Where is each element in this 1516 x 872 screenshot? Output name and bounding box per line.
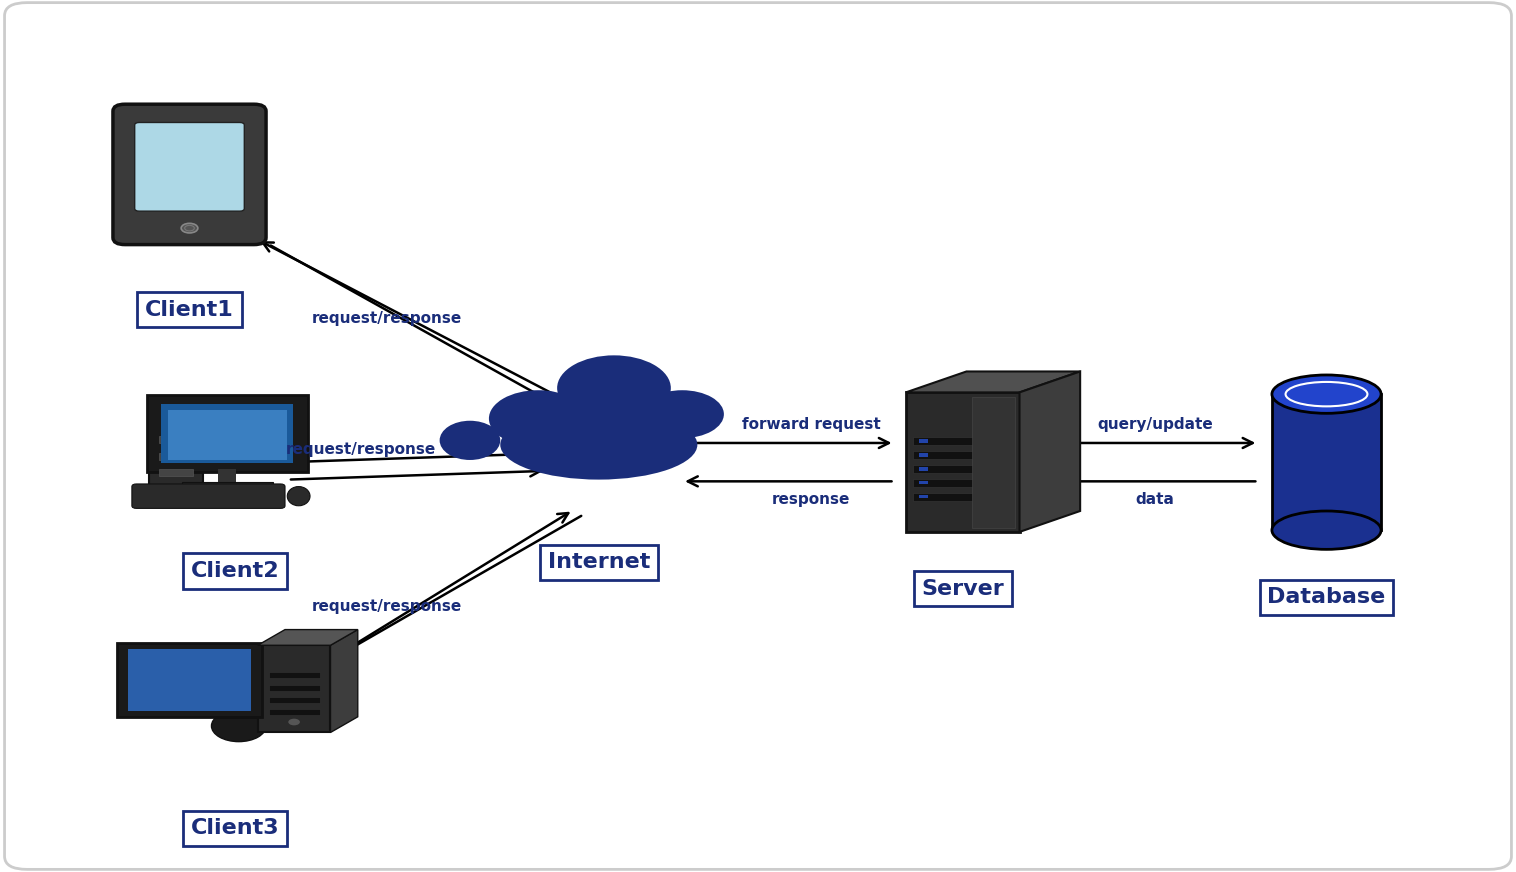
Ellipse shape bbox=[1272, 511, 1381, 549]
Polygon shape bbox=[258, 645, 330, 732]
Ellipse shape bbox=[500, 410, 697, 480]
Text: request/response: request/response bbox=[311, 598, 462, 614]
Text: Database: Database bbox=[1267, 588, 1386, 607]
FancyBboxPatch shape bbox=[149, 405, 203, 501]
Bar bbox=[182, 482, 273, 491]
FancyBboxPatch shape bbox=[147, 395, 308, 472]
Ellipse shape bbox=[558, 356, 670, 420]
Ellipse shape bbox=[1272, 375, 1381, 413]
Bar bbox=[1272, 394, 1381, 530]
Text: query/update: query/update bbox=[1098, 417, 1213, 433]
FancyBboxPatch shape bbox=[112, 104, 267, 244]
Bar bbox=[913, 479, 973, 487]
Bar bbox=[218, 469, 236, 485]
Circle shape bbox=[288, 719, 300, 726]
Bar bbox=[919, 467, 928, 471]
Bar bbox=[913, 437, 973, 446]
Circle shape bbox=[180, 223, 199, 233]
Bar bbox=[919, 481, 928, 485]
Bar bbox=[919, 439, 928, 443]
FancyBboxPatch shape bbox=[5, 3, 1511, 869]
Text: Client1: Client1 bbox=[146, 300, 233, 319]
Bar bbox=[159, 469, 193, 476]
Polygon shape bbox=[127, 649, 250, 712]
Polygon shape bbox=[258, 630, 358, 645]
Text: data: data bbox=[1135, 492, 1175, 508]
Ellipse shape bbox=[440, 421, 500, 460]
Bar bbox=[913, 493, 973, 501]
Polygon shape bbox=[907, 371, 1079, 392]
Circle shape bbox=[170, 413, 182, 420]
Polygon shape bbox=[907, 392, 1019, 532]
Bar bbox=[913, 465, 973, 473]
Bar bbox=[913, 451, 973, 460]
Text: request/response: request/response bbox=[311, 310, 462, 326]
FancyBboxPatch shape bbox=[161, 404, 294, 463]
Polygon shape bbox=[330, 630, 358, 732]
Circle shape bbox=[211, 710, 265, 741]
Bar bbox=[159, 436, 193, 443]
Bar bbox=[268, 685, 320, 691]
FancyBboxPatch shape bbox=[168, 410, 287, 460]
FancyBboxPatch shape bbox=[135, 122, 244, 211]
Text: Client3: Client3 bbox=[191, 819, 279, 838]
Text: Internet: Internet bbox=[547, 553, 650, 572]
FancyBboxPatch shape bbox=[132, 484, 285, 508]
Bar bbox=[919, 453, 928, 457]
Bar bbox=[268, 672, 320, 678]
Text: response: response bbox=[772, 492, 850, 508]
Text: forward request: forward request bbox=[741, 417, 881, 433]
Ellipse shape bbox=[490, 391, 588, 447]
Text: request/response: request/response bbox=[285, 441, 437, 457]
Polygon shape bbox=[1019, 371, 1079, 532]
Text: Server: Server bbox=[922, 579, 1004, 598]
Bar bbox=[268, 697, 320, 703]
Polygon shape bbox=[118, 644, 261, 717]
Text: Client2: Client2 bbox=[191, 562, 279, 581]
Bar bbox=[159, 453, 193, 460]
Ellipse shape bbox=[640, 391, 725, 438]
Bar bbox=[268, 709, 320, 715]
Bar bbox=[919, 495, 928, 499]
Bar bbox=[972, 397, 1014, 528]
Ellipse shape bbox=[287, 487, 309, 506]
